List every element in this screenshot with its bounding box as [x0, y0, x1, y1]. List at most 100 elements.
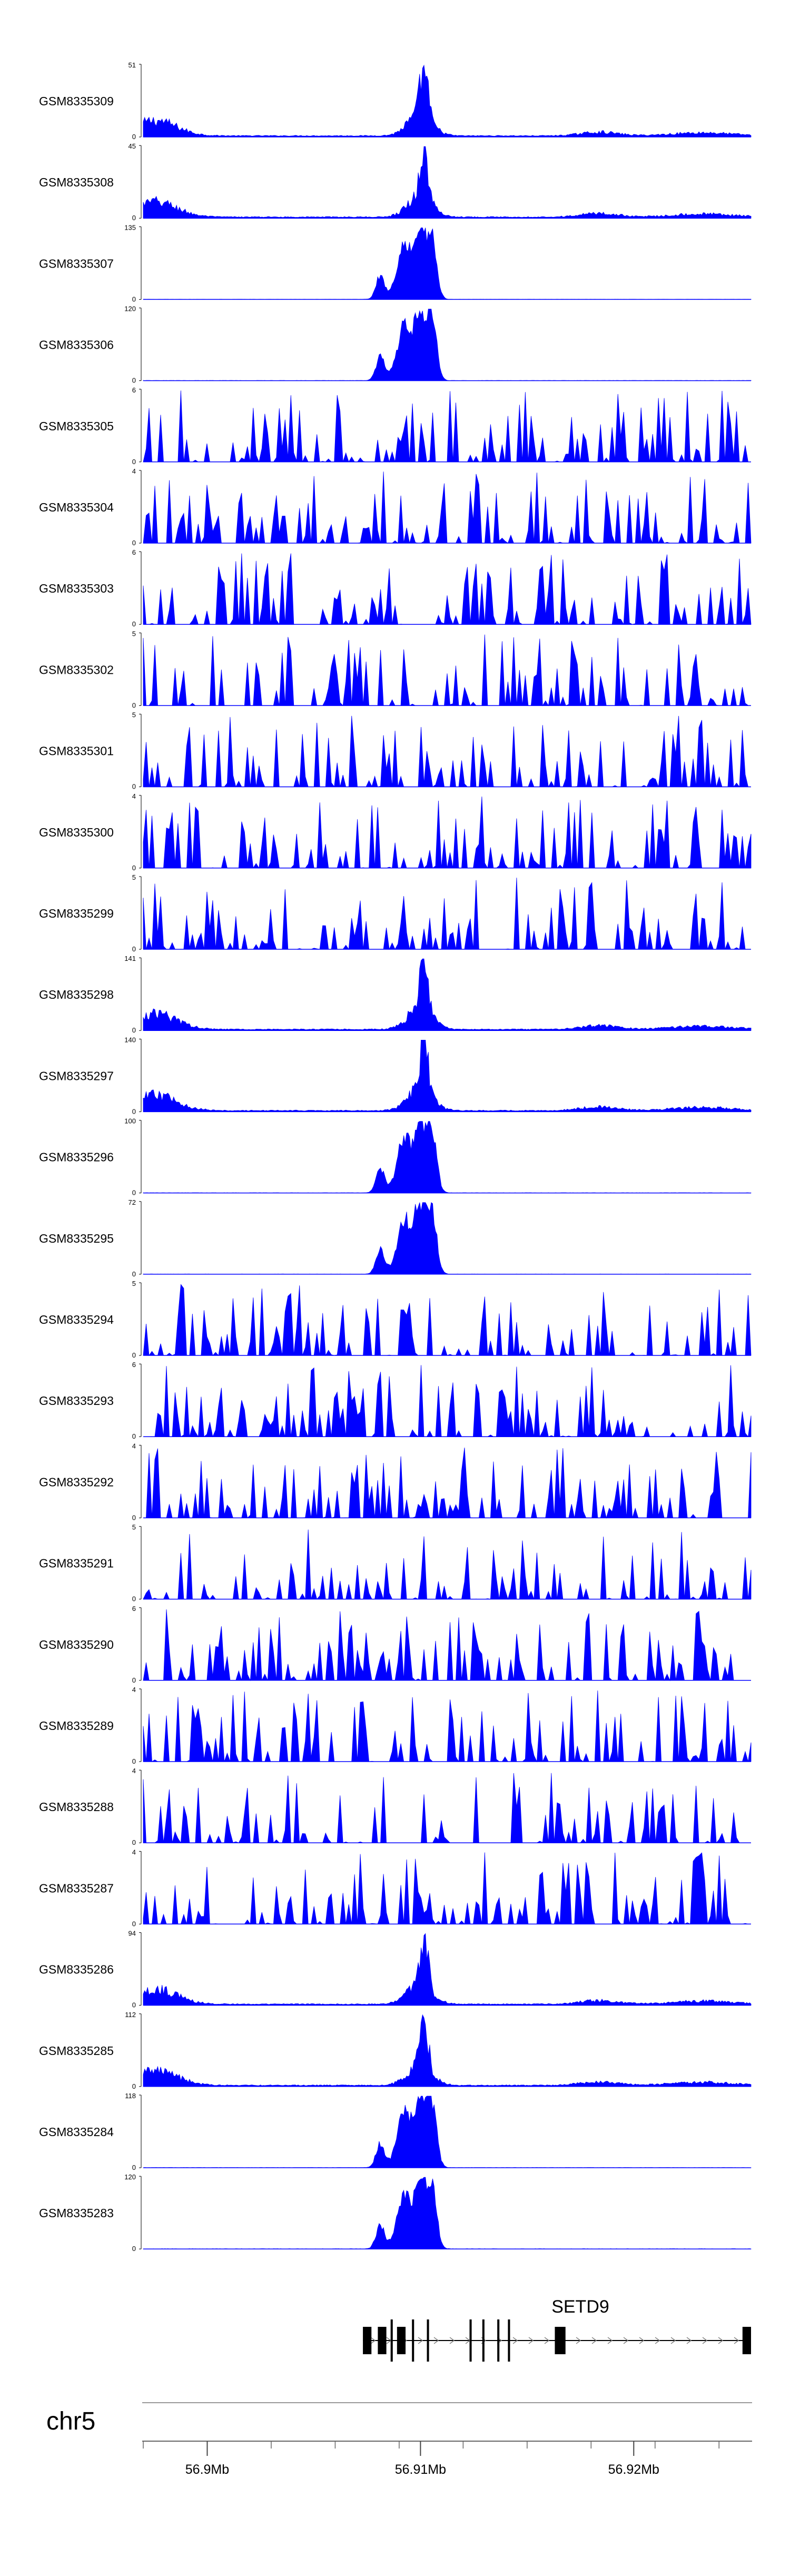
track-label: GSM8335286	[39, 1963, 114, 1977]
track-ymax-label: 4	[132, 467, 136, 475]
track-label: GSM8335295	[39, 1232, 114, 1245]
coverage-area	[143, 634, 752, 706]
track-label: GSM8335298	[39, 988, 114, 1001]
track-GSM8335293: GSM8335293 6 0	[39, 1361, 752, 1440]
track-GSM8335288: GSM8335288 4 0	[39, 1767, 751, 1846]
track-GSM8335283: GSM8335283 120 0	[39, 2173, 752, 2253]
coverage-area	[143, 715, 751, 788]
track-ymax-label: 4	[132, 1848, 136, 1856]
coverage-area	[143, 1121, 752, 1194]
track-ymax-label: 6	[132, 1605, 136, 1613]
track-ymin-label: 0	[132, 701, 136, 709]
coverage-area	[143, 309, 752, 381]
chromosome-ideogram-track: chr5	[46, 2402, 752, 2435]
track-GSM8335298: GSM8335298 141 0	[39, 955, 752, 1034]
track-label: GSM8335297	[39, 1069, 114, 1083]
track-ymin-label: 0	[132, 1107, 136, 1115]
coverage-area	[143, 64, 752, 137]
track-ymin-label: 0	[132, 377, 136, 385]
track-ymax-label: 4	[132, 1686, 136, 1694]
track-GSM8335303: GSM8335303 6 0	[39, 548, 752, 628]
track-label: GSM8335306	[39, 338, 114, 352]
track-label: GSM8335289	[39, 1719, 114, 1733]
genomic-x-axis: 56.9Mb 56.91Mb 56.92Mb	[142, 2441, 752, 2477]
track-ymin-label: 0	[132, 2164, 136, 2171]
coverage-area	[143, 1852, 751, 1925]
strand-arrow-icon	[623, 2337, 629, 2344]
gene-exon	[363, 2327, 372, 2354]
gene-exon	[508, 2319, 510, 2362]
track-ymax-label: 5	[132, 1280, 136, 1287]
track-label: GSM8335292	[39, 1475, 114, 1489]
track-label: GSM8335293	[39, 1394, 114, 1408]
gene-exon	[427, 2319, 429, 2362]
track-ymax-label: 4	[132, 1442, 136, 1450]
gene-exon	[412, 2319, 414, 2362]
track-ymin-label: 0	[132, 783, 136, 791]
strand-arrow-icon	[670, 2337, 676, 2344]
strand-arrow-icon	[639, 2337, 645, 2344]
track-GSM8335308: GSM8335308 45 0	[39, 142, 752, 222]
track-ymax-label: 4	[132, 792, 136, 800]
track-ymin-label: 0	[132, 2082, 136, 2090]
coverage-area	[143, 878, 751, 950]
track-ymax-label: 5	[132, 711, 136, 719]
strand-arrow-icon	[655, 2337, 660, 2344]
track-ymin-label: 0	[132, 864, 136, 872]
track-GSM8335295: GSM8335295 72 0	[39, 1198, 752, 1278]
track-GSM8335300: GSM8335300 4 0	[39, 792, 752, 872]
track-ymin-label: 0	[132, 1920, 136, 1928]
strand-arrow-icon	[718, 2337, 724, 2344]
track-label: GSM8335288	[39, 1800, 114, 1814]
track-ymax-label: 118	[125, 2092, 136, 2100]
track-ymax-label: 45	[129, 142, 136, 150]
x-axis-tick-label: 56.92Mb	[608, 2462, 659, 2477]
coverage-area	[143, 1365, 752, 1438]
track-ymax-label: 6	[132, 548, 136, 556]
track-GSM8335294: GSM8335294 5 0	[39, 1280, 752, 1359]
track-GSM8335291: GSM8335291 5 0	[39, 1523, 752, 1603]
track-label: GSM8335290	[39, 1638, 114, 1651]
x-axis-tick-label: 56.9Mb	[185, 2462, 229, 2477]
strand-arrow-icon	[591, 2337, 597, 2344]
coverage-area	[143, 146, 752, 219]
track-ymax-label: 112	[125, 2011, 136, 2019]
x-axis-tick-label: 56.91Mb	[395, 2462, 446, 2477]
track-GSM8335296: GSM8335296 100 0	[39, 1117, 752, 1197]
strand-arrow-icon	[449, 2337, 455, 2344]
track-GSM8335285: GSM8335285 112 0	[39, 2011, 752, 2090]
track-GSM8335306: GSM8335306 120 0	[39, 305, 752, 385]
track-ymin-label: 0	[132, 1351, 136, 1359]
track-label: GSM8335291	[39, 1557, 114, 1570]
strand-arrow-icon	[512, 2337, 518, 2344]
track-label: GSM8335296	[39, 1151, 114, 1164]
track-ymax-label: 5	[132, 1523, 136, 1531]
coverage-area	[143, 2014, 752, 2087]
coverage-area	[143, 228, 752, 300]
track-ymin-label: 0	[132, 1270, 136, 1278]
track-ymin-label: 0	[132, 1595, 136, 1603]
track-label: GSM8335301	[39, 744, 114, 758]
track-ymax-label: 72	[129, 1198, 136, 1206]
track-label: GSM8335303	[39, 582, 114, 595]
coverage-area	[143, 1202, 752, 1275]
track-ymax-label: 120	[124, 305, 136, 313]
gene-exon	[497, 2319, 500, 2362]
track-ymin-label: 0	[132, 620, 136, 628]
strand-arrow-icon	[702, 2337, 708, 2344]
track-GSM8335307: GSM8335307 135 0	[39, 223, 752, 303]
strand-arrow-icon	[576, 2337, 581, 2344]
track-ymax-label: 120	[124, 2173, 136, 2181]
gene-exon	[469, 2319, 472, 2362]
track-label: GSM8335300	[39, 825, 114, 839]
gene-exon	[742, 2327, 751, 2354]
gene-annotation-track: SETD9	[363, 2297, 751, 2362]
track-label: GSM8335302	[39, 663, 114, 676]
track-GSM8335305: GSM8335305 6 0	[39, 386, 751, 466]
track-label: GSM8335287	[39, 1881, 114, 1895]
track-ymax-label: 135	[124, 223, 136, 231]
strand-arrow-icon	[607, 2337, 613, 2344]
track-ymax-label: 141	[124, 955, 136, 962]
track-GSM8335286: GSM8335286 94 0	[39, 1930, 752, 2009]
